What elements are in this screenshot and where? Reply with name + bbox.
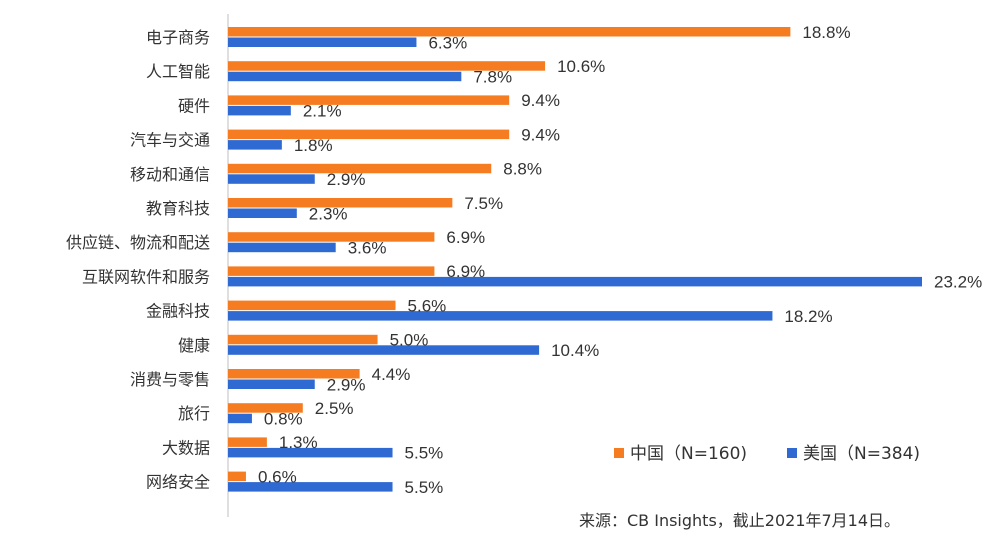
bar-usa [228, 208, 297, 218]
category-label: 移动和通信 [130, 165, 210, 184]
value-labels: 18.8% 6.3% 10.6% 7.8% 9.4% 2.1% 9.4% 1.8% 8.8% 2.… [258, 23, 982, 497]
value-label-usa: 23.2% [934, 273, 982, 292]
bar-usa [228, 482, 393, 492]
bar-china [228, 369, 360, 379]
value-label-china: 6.9% [446, 262, 485, 281]
bar-china [228, 403, 303, 413]
category-label: 健康 [178, 336, 210, 355]
category-label: 旅行 [178, 404, 210, 423]
value-label-china: 10.6% [557, 57, 605, 76]
bar-usa [228, 379, 315, 389]
bar-china [228, 163, 492, 174]
value-label-usa: 2.1% [303, 102, 342, 121]
legend-swatch-china [614, 448, 624, 458]
value-label-usa: 2.3% [309, 204, 348, 223]
legend-label-usa: 美国（N=384) [803, 444, 920, 464]
legend-swatch-usa [787, 448, 797, 458]
bar-china [228, 471, 246, 482]
legend: 中国（N=160) 美国（N=384) [614, 444, 920, 464]
value-label-china: 0.6% [258, 467, 297, 486]
bar-china [228, 27, 791, 37]
category-label: 大数据 [162, 438, 210, 457]
value-label-usa: 2.9% [327, 170, 366, 189]
value-label-usa: 3.6% [348, 238, 387, 257]
value-label-china: 5.6% [408, 296, 447, 315]
bar-china [228, 198, 453, 208]
bar-usa [228, 447, 393, 458]
bar-usa [228, 413, 252, 424]
value-label-china: 7.5% [464, 194, 503, 213]
bar-usa [228, 71, 462, 82]
value-label-china: 9.4% [521, 125, 560, 144]
value-label-china: 6.9% [446, 228, 485, 247]
bar-china [228, 95, 510, 105]
value-label-china: 1.3% [279, 433, 318, 452]
category-label: 汽车与交通 [130, 131, 210, 150]
category-label: 金融科技 [146, 302, 210, 321]
category-label: 硬件 [178, 96, 210, 115]
bar-usa [228, 174, 315, 184]
value-label-usa: 0.8% [264, 409, 303, 428]
category-label: 人工智能 [146, 62, 210, 81]
value-label-china: 8.8% [503, 160, 542, 179]
bar-china [228, 334, 378, 345]
bar-china [228, 437, 267, 447]
bar-usa [228, 140, 282, 150]
category-label: 网络安全 [146, 473, 210, 492]
value-label-china: 2.5% [315, 399, 354, 418]
category-label: 互联网软件和服务 [82, 267, 210, 286]
category-label: 供应链、物流和配送 [66, 233, 210, 252]
value-label-usa: 10.4% [551, 341, 599, 360]
value-label-china: 18.8% [802, 23, 850, 42]
value-label-china: 9.4% [521, 91, 560, 110]
category-label: 消费与零售 [130, 370, 210, 389]
value-label-usa: 2.9% [327, 375, 366, 394]
value-label-usa: 5.5% [405, 444, 444, 463]
bar-china [228, 232, 435, 242]
value-label-usa: 5.5% [405, 478, 444, 497]
bar-usa [228, 242, 336, 253]
value-label-china: 4.4% [372, 365, 411, 384]
bar-usa [228, 105, 291, 116]
category-labels: 电子商务人工智能硬件汽车与交通移动和通信教育科技供应链、物流和配送互联网软件和服… [66, 28, 210, 492]
category-label: 教育科技 [146, 199, 210, 218]
value-label-china: 5.0% [390, 331, 429, 350]
bar-china [228, 266, 435, 276]
bar-usa [228, 311, 773, 321]
bar-usa [228, 37, 417, 47]
bar-china [228, 129, 510, 140]
value-label-usa: 6.3% [428, 33, 467, 52]
legend-label-china: 中国（N=160) [630, 444, 747, 464]
bar-usa [228, 276, 922, 287]
bar-china [228, 300, 396, 311]
bars [228, 27, 922, 492]
value-label-usa: 1.8% [294, 136, 333, 155]
bar-china [228, 61, 546, 71]
value-label-usa: 7.8% [473, 67, 512, 86]
category-label: 电子商务 [146, 28, 210, 47]
bar-usa [228, 345, 540, 355]
value-label-usa: 18.2% [784, 307, 832, 326]
source-note: 来源：CB Insights，截止2021年7月14日。 [579, 511, 900, 530]
